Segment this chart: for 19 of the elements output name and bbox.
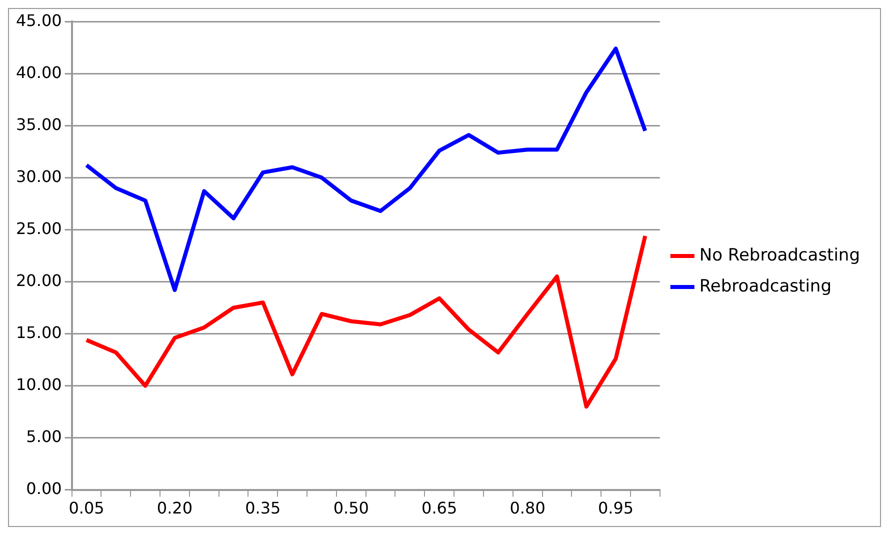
y-tick-label: 35.00 [16, 114, 62, 134]
x-tick-label: 0.65 [422, 498, 458, 518]
legend-label: Rebroadcasting [699, 276, 832, 296]
x-tick-label: 0.95 [598, 498, 634, 518]
y-tick-label: 40.00 [16, 62, 62, 82]
y-tick-label: 25.00 [16, 218, 62, 238]
x-tick-label: 0.20 [156, 498, 193, 518]
y-tick-label: 0.00 [26, 478, 62, 498]
y-tick-label: 45.00 [16, 10, 62, 30]
y-tick-label: 15.00 [16, 322, 62, 342]
y-tick-label: 5.00 [26, 426, 62, 446]
y-tick-label: 20.00 [16, 270, 62, 290]
y-tick-label: 30.00 [16, 166, 62, 186]
x-tick-label: 0.80 [510, 498, 546, 518]
legend-label: No Rebroadcasting [699, 245, 860, 266]
x-tick-label: 0.35 [245, 498, 281, 518]
y-tick-label: 10.00 [16, 374, 62, 394]
x-tick-label: 0.05 [68, 498, 104, 518]
x-tick-label: 0.50 [333, 498, 369, 518]
